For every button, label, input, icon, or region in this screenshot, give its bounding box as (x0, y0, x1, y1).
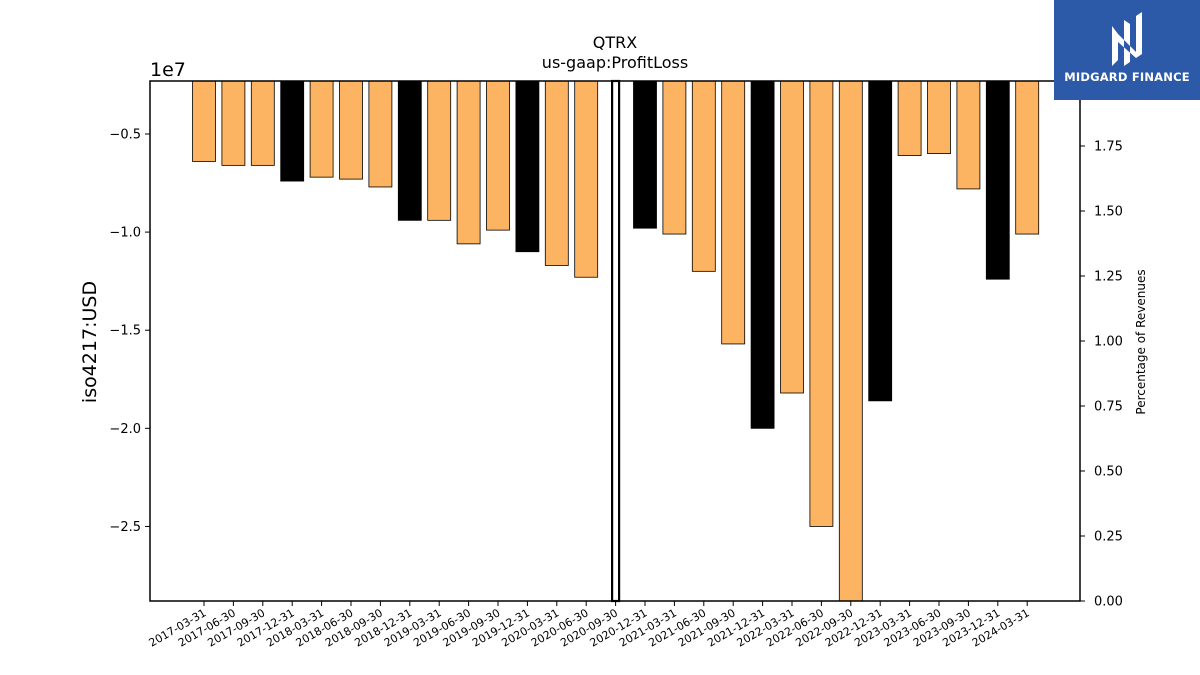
y-tick-label: −1.0 (109, 226, 141, 241)
bars-layer (192, 79, 1040, 603)
bar-2023-09-30 (956, 80, 981, 190)
x-ticks-layer: 2017-03-312017-06-302017-09-302017-12-31… (147, 601, 1032, 650)
bar-2021-09-30 (721, 80, 746, 345)
bar-2019-03-31 (427, 80, 452, 221)
y2-tick-label: 0.50 (1094, 465, 1123, 480)
bar-2018-06-30 (339, 80, 363, 180)
bar-2018-12-31 (397, 80, 422, 221)
bar-2022-12-31 (868, 80, 893, 402)
bar-2020-12-31 (633, 80, 657, 229)
y2-ticks-layer: 0.00 0.25 0.50 0.75 1.00 1.25 1.50 1.75 (1080, 140, 1123, 610)
bar-2019-09-30 (486, 80, 510, 231)
y2-tick-label: 0.25 (1094, 530, 1123, 545)
y2-tick-label: 0.00 (1094, 595, 1123, 610)
midgard-finance-logo: MIDGARD FINANCE (1054, 0, 1200, 100)
y-tick-label: −1.5 (109, 324, 141, 339)
bar-2017-09-30 (250, 80, 275, 166)
y2-axis-label: Percentage of Revenues (1134, 269, 1148, 414)
bar-2021-06-30 (691, 80, 716, 272)
y-offset-label: 1e7 (150, 59, 186, 81)
y2-tick-label: 1.75 (1094, 140, 1123, 155)
y-tick-label: −2.5 (109, 520, 141, 535)
bar-2017-06-30 (221, 80, 246, 166)
y2-tick-label: 1.50 (1094, 205, 1123, 220)
bar-2022-06-30 (809, 80, 834, 527)
chart-title: QTRX (593, 33, 637, 52)
bar-2019-12-31 (515, 80, 540, 253)
bar-2024-03-31 (1015, 80, 1040, 235)
bar-2020-06-30 (574, 80, 599, 278)
chart-subtitle: us-gaap:ProfitLoss (542, 53, 688, 72)
y-tick-label: −0.5 (109, 127, 141, 142)
bar-2020-09-30 (610, 79, 621, 603)
y2-tick-label: 1.00 (1094, 335, 1123, 350)
y2-tick-label: 1.25 (1094, 270, 1123, 285)
bar-2022-09-30 (838, 80, 863, 602)
bar-2019-06-30 (456, 80, 481, 245)
bar-2020-03-31 (544, 80, 569, 266)
y-axis-label: iso4217:USD (79, 281, 101, 403)
bar-2017-12-31 (280, 80, 305, 182)
bar-2023-03-31 (897, 80, 922, 156)
bar-2021-03-31 (662, 80, 687, 235)
bar-2023-06-30 (927, 80, 951, 155)
y-tick-label: −2.0 (109, 422, 141, 437)
bar-2018-09-30 (368, 80, 393, 188)
y2-tick-label: 0.75 (1094, 400, 1123, 415)
bar-2022-03-31 (780, 80, 804, 394)
bar-2021-12-31 (750, 80, 775, 429)
bar-2017-03-31 (192, 80, 216, 162)
bar-2023-12-31 (985, 80, 1010, 280)
y-ticks-layer: −0.5 −1.0 −1.5 −2.0 −2.5 (109, 127, 150, 535)
plot-frame (149, 80, 1081, 602)
logo-mark-icon (1054, 0, 1200, 100)
bar-2018-03-31 (309, 80, 334, 178)
logo-text: MIDGARD FINANCE (1064, 70, 1190, 84)
